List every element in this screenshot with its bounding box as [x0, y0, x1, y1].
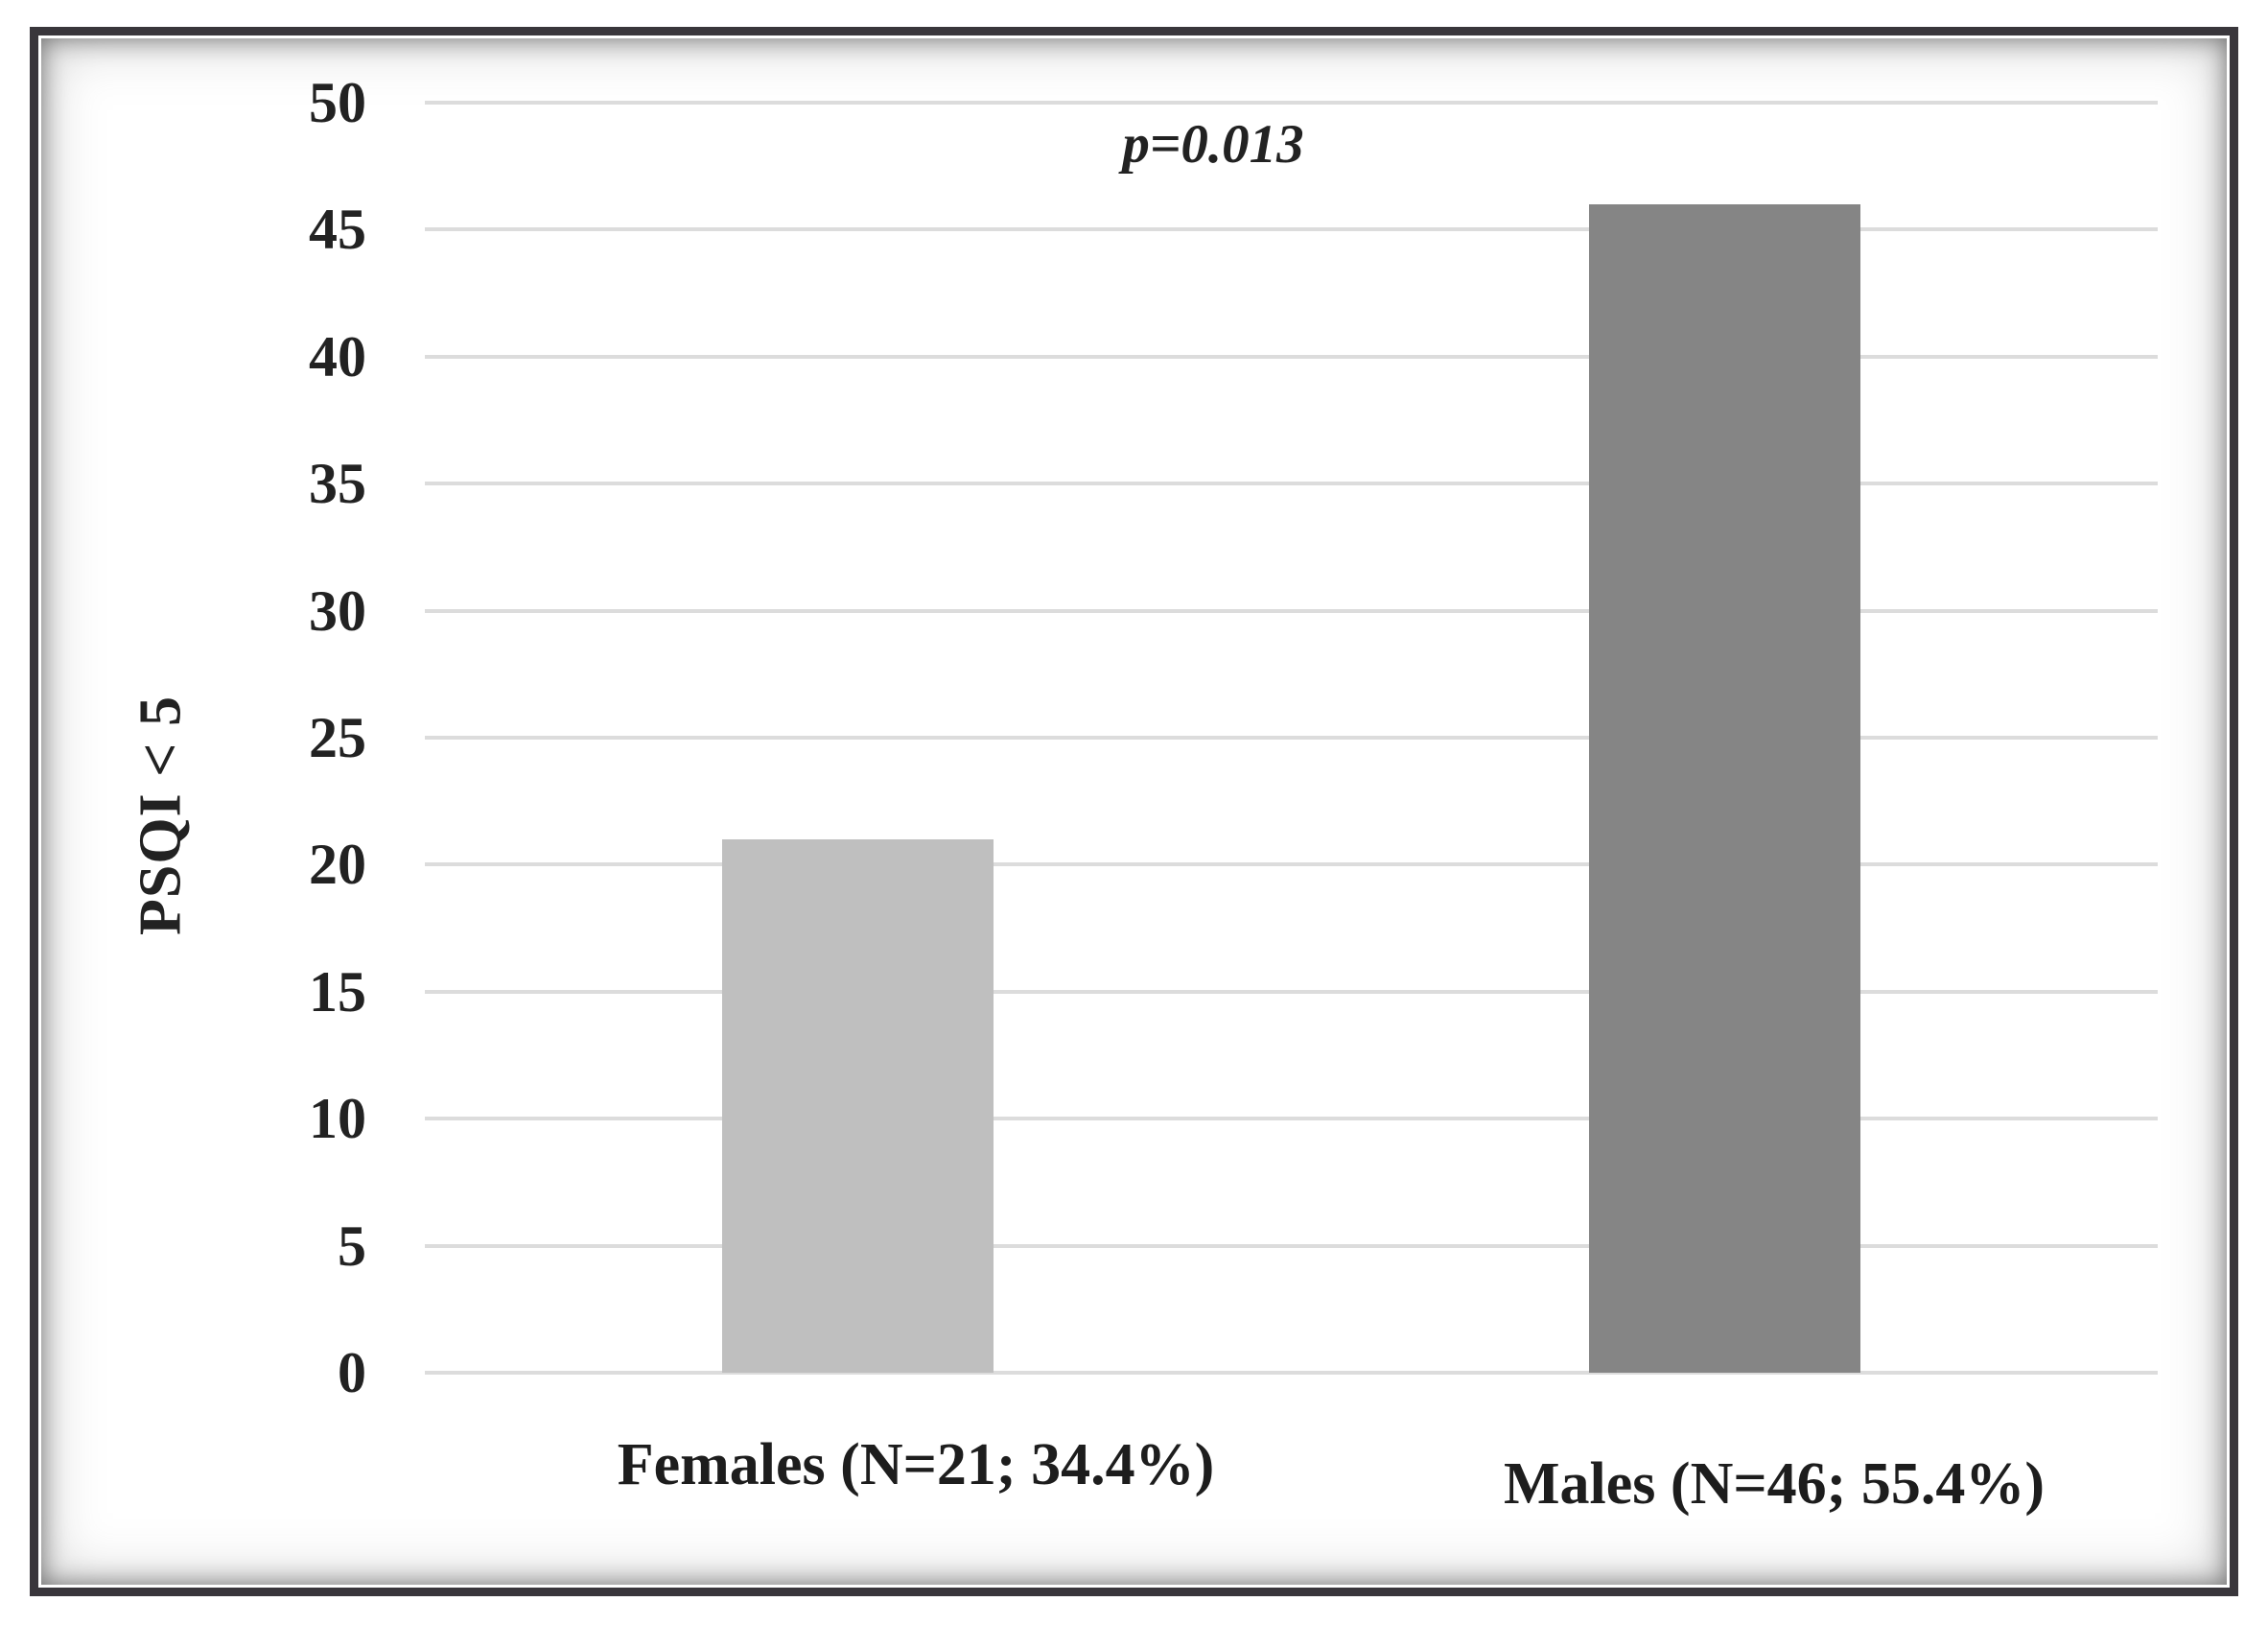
y-tick-label-30: 30	[309, 578, 366, 643]
y-tick-label-20: 20	[309, 833, 366, 897]
gridline-y-15	[425, 989, 2158, 994]
y-tick-label-35: 35	[309, 452, 366, 516]
x-category-label-females: Females (N=21; 34.4%)	[617, 1432, 1215, 1497]
gridline-y-5	[425, 1243, 2158, 1248]
bar-females	[722, 838, 994, 1373]
y-tick-label-40: 40	[309, 324, 366, 389]
gridline-y-20	[425, 862, 2158, 867]
gridline-y-40	[425, 354, 2158, 359]
gridline-y-25	[425, 736, 2158, 740]
y-tick-label-25: 25	[309, 706, 366, 769]
chart-frame	[30, 27, 2238, 1596]
y-tick-label-0: 0	[338, 1341, 366, 1404]
gridline-y-0	[425, 1371, 2158, 1375]
x-category-label-males: Males (N=46; 55.4%)	[1504, 1451, 2045, 1517]
y-tick-label-5: 5	[338, 1213, 366, 1278]
gridline-y-30	[425, 608, 2158, 613]
gridline-y-45	[425, 227, 2158, 232]
y-tick-label-50: 50	[309, 71, 366, 134]
gridline-y-50	[425, 101, 2158, 105]
y-tick-label-10: 10	[309, 1087, 366, 1151]
gridline-y-35	[425, 482, 2158, 486]
gridline-y-10	[425, 1117, 2158, 1121]
y-tick-label-45: 45	[309, 198, 366, 262]
y-tick-label-15: 15	[309, 959, 366, 1024]
bar-males	[1588, 203, 1860, 1373]
p-value-annotation: p=0.013	[1122, 114, 1304, 175]
